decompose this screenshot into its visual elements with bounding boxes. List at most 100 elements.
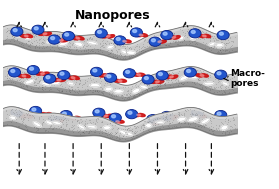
Point	[107, 92, 112, 95]
Point	[62, 86, 67, 89]
Point	[48, 116, 52, 119]
Point	[33, 77, 38, 80]
Point	[155, 117, 159, 120]
Point	[131, 125, 136, 128]
Point	[156, 36, 160, 39]
Point	[15, 30, 19, 33]
Point	[10, 118, 14, 121]
Point	[67, 83, 71, 86]
Point	[92, 81, 96, 84]
Circle shape	[158, 73, 162, 76]
Point	[37, 46, 42, 50]
Point	[4, 108, 8, 112]
Point	[33, 46, 37, 49]
Point	[197, 83, 202, 86]
Ellipse shape	[103, 126, 111, 129]
Ellipse shape	[116, 121, 119, 122]
Point	[34, 40, 39, 43]
Point	[184, 35, 189, 38]
Point	[178, 33, 183, 36]
Point	[216, 77, 220, 80]
Point	[186, 31, 190, 34]
Point	[156, 118, 160, 121]
Point	[193, 114, 198, 117]
Point	[125, 127, 130, 130]
Point	[167, 71, 172, 74]
Point	[72, 124, 76, 127]
Point	[86, 76, 90, 79]
Point	[186, 123, 191, 126]
Point	[121, 132, 126, 136]
Point	[126, 90, 131, 93]
Point	[110, 131, 114, 134]
Point	[193, 112, 198, 115]
Point	[219, 46, 224, 49]
Point	[50, 121, 54, 124]
Circle shape	[114, 36, 126, 45]
Point	[119, 90, 124, 93]
Point	[177, 81, 181, 84]
Point	[194, 113, 199, 116]
Point	[144, 80, 148, 83]
Point	[44, 40, 49, 43]
Point	[112, 87, 117, 90]
Point	[223, 130, 227, 133]
Circle shape	[116, 38, 120, 40]
Point	[163, 39, 168, 42]
Point	[177, 121, 181, 124]
Point	[118, 52, 122, 55]
Point	[17, 77, 22, 80]
Point	[64, 44, 69, 47]
Point	[114, 50, 119, 53]
Point	[7, 113, 11, 116]
Point	[25, 72, 30, 75]
Point	[43, 129, 47, 132]
Point	[163, 37, 167, 40]
Point	[134, 134, 139, 137]
Point	[23, 83, 28, 86]
Ellipse shape	[61, 39, 68, 42]
Point	[115, 44, 119, 47]
Point	[49, 128, 54, 131]
Point	[60, 48, 64, 51]
Point	[126, 91, 130, 94]
Point	[90, 49, 95, 52]
Circle shape	[151, 39, 155, 42]
Point	[3, 38, 8, 41]
Point	[32, 79, 37, 82]
Point	[109, 132, 114, 135]
Point	[37, 32, 42, 35]
Point	[156, 85, 160, 88]
Point	[175, 121, 180, 124]
Point	[180, 114, 184, 117]
Point	[53, 118, 57, 121]
Point	[12, 40, 16, 43]
Point	[66, 34, 70, 37]
Point	[44, 129, 48, 132]
Point	[148, 40, 152, 43]
Point	[26, 74, 30, 77]
Point	[130, 137, 134, 140]
Point	[216, 50, 220, 53]
Point	[62, 45, 66, 48]
Point	[226, 119, 231, 122]
Point	[59, 35, 64, 38]
Point	[164, 77, 169, 80]
Point	[136, 126, 141, 129]
Point	[20, 31, 25, 34]
Point	[186, 29, 191, 33]
Point	[158, 126, 162, 129]
Point	[221, 130, 225, 133]
Point	[8, 32, 12, 35]
Point	[64, 124, 68, 127]
Point	[52, 74, 57, 77]
Point	[141, 43, 145, 46]
Point	[232, 75, 237, 78]
Point	[37, 43, 41, 46]
Point	[120, 90, 125, 93]
Point	[27, 45, 32, 48]
Ellipse shape	[153, 122, 157, 124]
Point	[167, 119, 171, 122]
Point	[86, 44, 90, 47]
Point	[208, 88, 212, 91]
